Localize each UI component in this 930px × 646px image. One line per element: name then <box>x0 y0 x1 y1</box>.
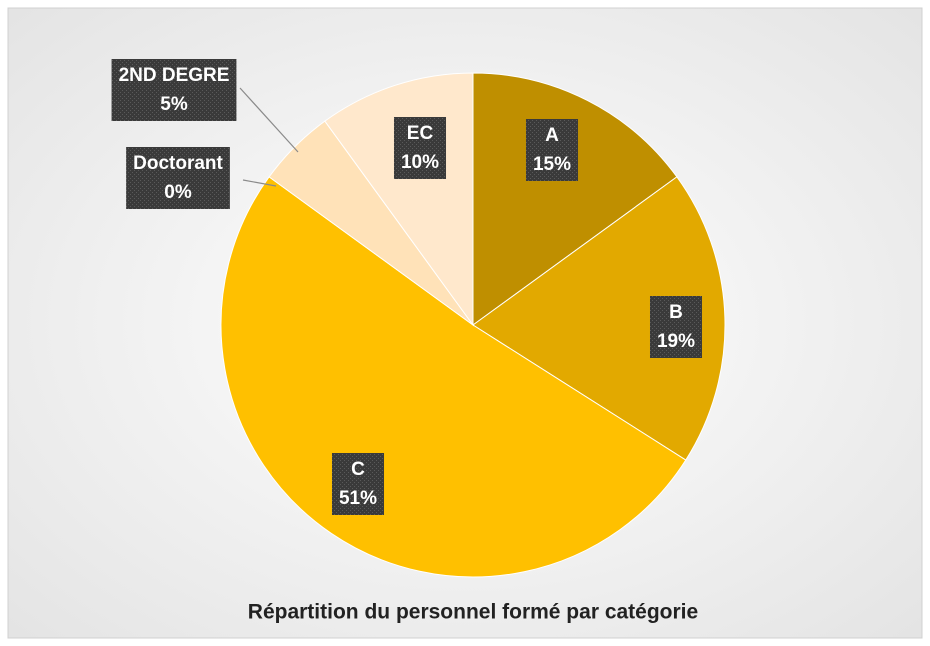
category-label: 2ND DEGRE <box>119 65 230 86</box>
leader-line <box>239 87 299 153</box>
value-label: 51% <box>339 488 377 509</box>
data-label: C 51% <box>331 453 385 515</box>
category-label: EC <box>407 123 434 144</box>
pie-slice <box>472 72 678 326</box>
category-label: Doctorant <box>133 153 223 174</box>
data-label: B 19% <box>649 296 703 358</box>
leader-line <box>242 179 277 187</box>
data-label: 2ND DEGRE 5% <box>111 59 237 121</box>
value-label: 10% <box>401 152 439 173</box>
data-label: Doctorant 0% <box>126 147 230 209</box>
label-box <box>525 119 579 181</box>
label-box <box>393 117 447 179</box>
category-label: B <box>669 302 683 323</box>
chart-title: Répartition du personnel formé par catég… <box>248 601 698 624</box>
label-box <box>649 296 703 358</box>
category-label: C <box>351 459 365 480</box>
value-label: 0% <box>164 182 192 203</box>
value-label: 19% <box>657 331 695 352</box>
label-box <box>331 453 385 515</box>
data-label: A 15% <box>525 119 579 181</box>
value-label: 5% <box>160 94 188 115</box>
label-box <box>111 59 237 121</box>
value-label: 15% <box>533 154 571 175</box>
pie-slice <box>472 176 726 461</box>
data-label: EC 10% <box>393 117 447 179</box>
label-box <box>126 147 230 209</box>
category-label: A <box>545 125 559 146</box>
